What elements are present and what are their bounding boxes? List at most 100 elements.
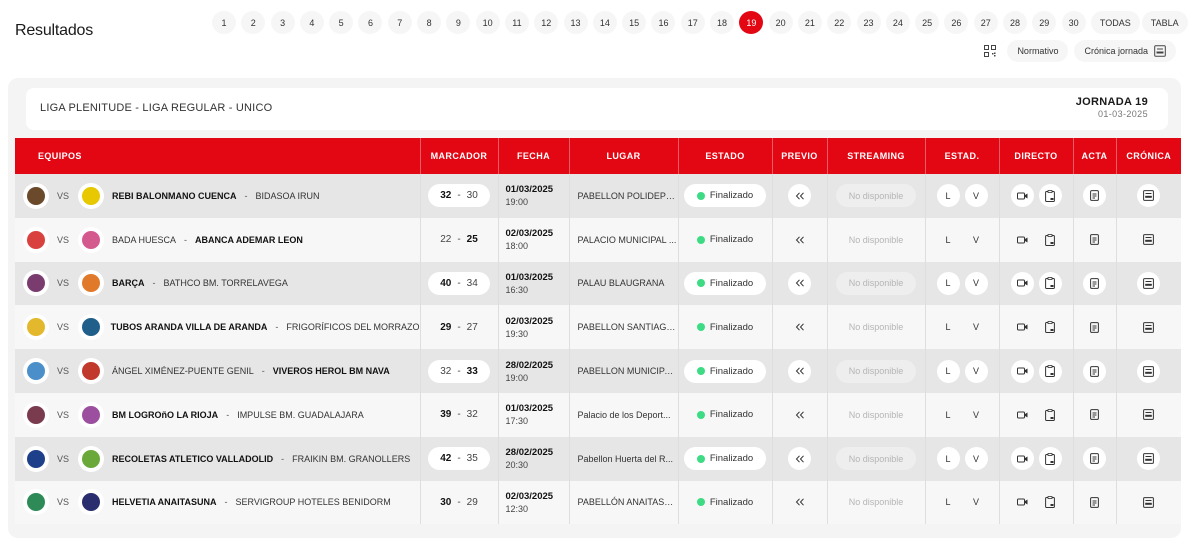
visitor-stats-button[interactable]: V xyxy=(964,228,988,252)
video-camera-icon[interactable] xyxy=(1010,228,1034,252)
local-stats-button[interactable]: L xyxy=(936,271,960,295)
video-camera-icon[interactable] xyxy=(1010,447,1034,471)
newspaper-icon[interactable] xyxy=(1137,228,1161,252)
round-4-button[interactable]: 4 xyxy=(299,11,324,34)
local-stats-button[interactable]: L xyxy=(936,184,960,208)
video-camera-icon[interactable] xyxy=(1010,403,1034,427)
score-badge[interactable]: 30 - 29 xyxy=(428,490,490,514)
away-team-logo[interactable] xyxy=(78,445,105,472)
visitor-stats-button[interactable]: V xyxy=(964,359,988,383)
round-5-button[interactable]: 5 xyxy=(329,11,354,34)
round-23-button[interactable]: 23 xyxy=(856,11,881,34)
round-16-button[interactable]: 16 xyxy=(651,11,676,34)
round-19-button[interactable]: 19 xyxy=(739,11,764,34)
todas-button[interactable]: TODAS xyxy=(1090,11,1140,34)
normativo-button[interactable]: Normativo xyxy=(1007,40,1069,62)
video-camera-icon[interactable] xyxy=(1010,184,1034,208)
document-icon[interactable] xyxy=(1083,228,1106,252)
local-stats-button[interactable]: L xyxy=(936,490,960,514)
double-chevron-left-icon[interactable] xyxy=(788,490,811,514)
away-team-logo[interactable] xyxy=(78,401,105,428)
away-team-name[interactable]: ABANCA ADEMAR LEON xyxy=(195,234,303,245)
clipboard-icon[interactable] xyxy=(1038,403,1062,427)
away-team-logo[interactable] xyxy=(78,226,105,253)
tabla-button[interactable]: TABLA xyxy=(1141,11,1188,34)
round-18-button[interactable]: 18 xyxy=(710,11,735,34)
local-stats-button[interactable]: L xyxy=(936,315,960,339)
away-team-logo[interactable] xyxy=(78,358,105,385)
cronica-jornada-button[interactable]: Crónica jornada xyxy=(1074,40,1176,62)
document-icon[interactable] xyxy=(1083,184,1106,208)
away-team-name[interactable]: VIVEROS HEROL BM NAVA xyxy=(272,366,390,377)
visitor-stats-button[interactable]: V xyxy=(964,490,988,514)
round-14-button[interactable]: 14 xyxy=(592,11,617,34)
local-stats-button[interactable]: L xyxy=(936,403,960,427)
round-28-button[interactable]: 28 xyxy=(1003,11,1028,34)
visitor-stats-button[interactable]: V xyxy=(964,315,988,339)
document-icon[interactable] xyxy=(1083,403,1106,427)
local-stats-button[interactable]: L xyxy=(936,359,960,383)
newspaper-icon[interactable] xyxy=(1137,315,1161,339)
document-icon[interactable] xyxy=(1083,271,1106,295)
round-2-button[interactable]: 2 xyxy=(241,11,266,34)
home-team-logo[interactable] xyxy=(23,489,49,516)
local-stats-button[interactable]: L xyxy=(936,447,960,471)
clipboard-icon[interactable] xyxy=(1038,271,1062,295)
home-team-logo[interactable] xyxy=(23,182,49,209)
round-13-button[interactable]: 13 xyxy=(563,11,588,34)
round-24-button[interactable]: 24 xyxy=(885,11,910,34)
away-team-logo[interactable] xyxy=(78,182,105,209)
home-team-logo[interactable] xyxy=(23,314,49,341)
home-team-name[interactable]: BADA HUESCA xyxy=(112,234,177,245)
qr-code-icon[interactable] xyxy=(979,40,1001,62)
round-6-button[interactable]: 6 xyxy=(358,11,383,34)
video-camera-icon[interactable] xyxy=(1010,271,1034,295)
round-29-button[interactable]: 29 xyxy=(1032,11,1057,34)
home-team-name[interactable]: REBI BALONMANO CUENCA xyxy=(112,190,237,201)
visitor-stats-button[interactable]: V xyxy=(964,271,988,295)
score-badge[interactable]: 29 - 27 xyxy=(428,315,490,339)
round-1-button[interactable]: 1 xyxy=(212,11,236,34)
clipboard-icon[interactable] xyxy=(1038,184,1062,208)
round-3-button[interactable]: 3 xyxy=(270,11,295,34)
double-chevron-left-icon[interactable] xyxy=(788,271,811,295)
round-25-button[interactable]: 25 xyxy=(915,11,940,34)
away-team-name[interactable]: FRIGORÍFICOS DEL MORRAZO xyxy=(286,322,420,333)
home-team-name[interactable]: BARÇA xyxy=(112,278,145,289)
score-badge[interactable]: 32 - 30 xyxy=(428,184,490,208)
document-icon[interactable] xyxy=(1083,315,1106,339)
away-team-name[interactable]: IMPULSE BM. GUADALAJARA xyxy=(237,409,364,420)
local-stats-button[interactable]: L xyxy=(936,228,960,252)
newspaper-icon[interactable] xyxy=(1137,359,1161,383)
document-icon[interactable] xyxy=(1083,490,1106,514)
document-icon[interactable] xyxy=(1083,359,1106,383)
home-team-logo[interactable] xyxy=(23,226,49,253)
home-team-name[interactable]: BM LOGROñO LA RIOJA xyxy=(112,409,219,420)
home-team-name[interactable]: RECOLETAS ATLETICO VALLADOLID xyxy=(112,453,274,464)
round-17-button[interactable]: 17 xyxy=(680,11,705,34)
away-team-logo[interactable] xyxy=(78,270,105,297)
video-camera-icon[interactable] xyxy=(1010,315,1034,339)
away-team-logo[interactable] xyxy=(78,489,105,516)
home-team-name[interactable]: HELVETIA ANAITASUNA xyxy=(112,497,217,508)
round-22-button[interactable]: 22 xyxy=(827,11,852,34)
video-camera-icon[interactable] xyxy=(1010,359,1034,383)
clipboard-icon[interactable] xyxy=(1038,228,1062,252)
score-badge[interactable]: 42 - 35 xyxy=(428,447,490,471)
newspaper-icon[interactable] xyxy=(1137,447,1161,471)
round-21-button[interactable]: 21 xyxy=(797,11,822,34)
round-26-button[interactable]: 26 xyxy=(944,11,969,34)
home-team-logo[interactable] xyxy=(23,445,49,472)
clipboard-icon[interactable] xyxy=(1038,359,1062,383)
away-team-name[interactable]: FRAIKIN BM. GRANOLLERS xyxy=(292,453,411,464)
video-camera-icon[interactable] xyxy=(1010,490,1034,514)
newspaper-icon[interactable] xyxy=(1137,271,1161,295)
away-team-name[interactable]: BATHCO BM. TORRELAVEGA xyxy=(163,278,288,289)
round-8-button[interactable]: 8 xyxy=(417,11,442,34)
score-badge[interactable]: 32 - 33 xyxy=(428,359,490,383)
home-team-logo[interactable] xyxy=(23,270,49,297)
double-chevron-left-icon[interactable] xyxy=(788,359,811,383)
clipboard-icon[interactable] xyxy=(1038,447,1062,471)
round-27-button[interactable]: 27 xyxy=(973,11,998,34)
round-20-button[interactable]: 20 xyxy=(768,11,793,34)
